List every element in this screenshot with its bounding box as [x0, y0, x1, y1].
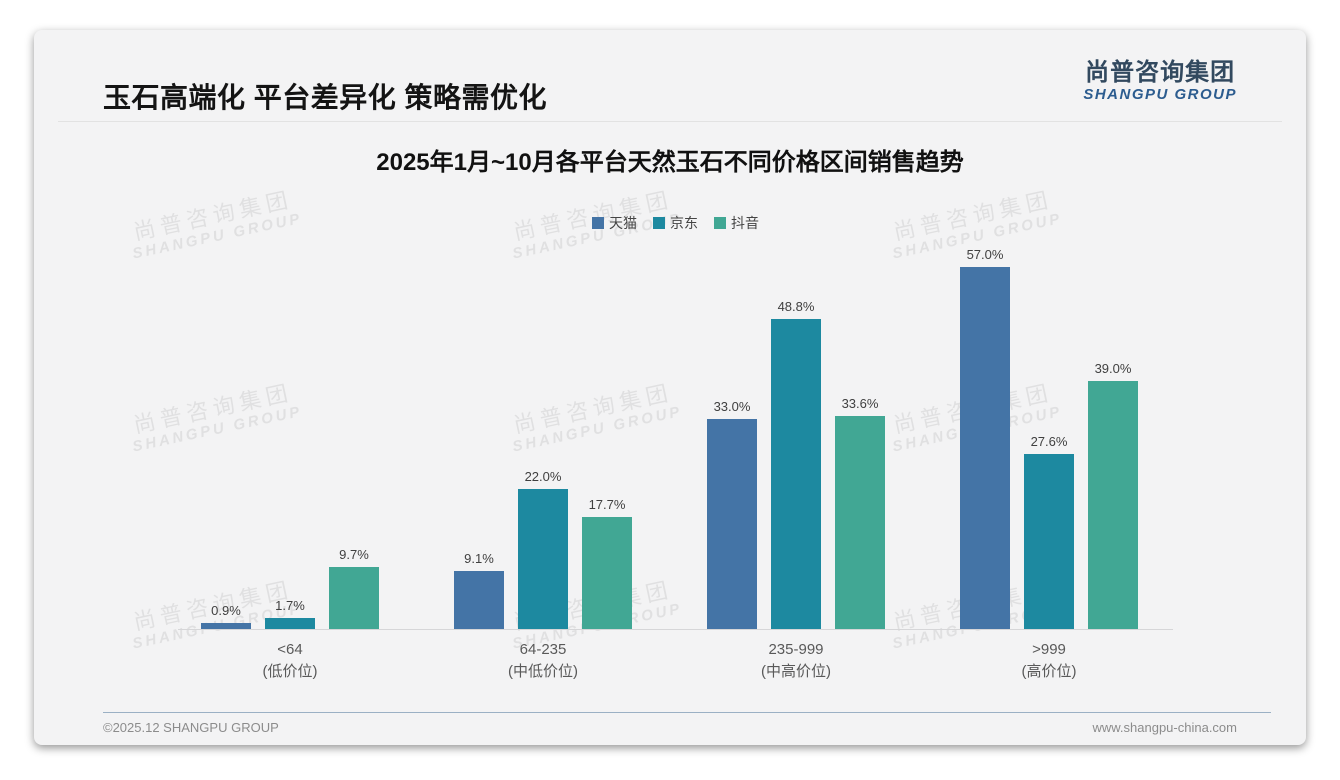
bar-value-label: 33.6%	[841, 396, 879, 411]
bar-group-0: 0.9% 1.7% 9.7%	[201, 229, 379, 629]
chart-bar-抖音-3	[1088, 381, 1138, 629]
x-axis-label-3: >999 (高价位)	[1021, 641, 1077, 680]
legend-label: 天猫	[609, 215, 637, 231]
bar-value-label: 57.0%	[966, 247, 1004, 262]
legend-swatch-icon	[714, 217, 726, 229]
logo-cn-text: 尚普咨询集团	[1085, 59, 1236, 86]
company-logo: 尚普咨询集团 SHANGPU GROUP	[1083, 60, 1237, 104]
bar-value-label: 48.8%	[777, 299, 815, 314]
bar-cell: 57.0%	[960, 247, 1010, 629]
legend-item-0: 天猫	[592, 213, 637, 233]
bar-value-label: 0.9%	[211, 603, 241, 618]
chart-bar-京东-0	[265, 618, 315, 629]
bar-cell: 17.7%	[582, 497, 632, 629]
logo-en-text: SHANGPU GROUP	[1083, 86, 1237, 103]
bar-value-label: 17.7%	[588, 497, 626, 512]
page-title: 玉石高端化 平台差异化 策略需优化	[103, 82, 548, 113]
bar-cell: 33.0%	[707, 399, 757, 629]
slide: 玉石高端化 平台差异化 策略需优化 尚普咨询集团 SHANGPU GROUP 2…	[34, 30, 1306, 745]
chart-legend: 天猫 京东 抖音	[178, 213, 1173, 233]
legend-label: 京东	[670, 215, 698, 231]
bar-group-3: 57.0% 27.6% 39.0%	[960, 229, 1138, 629]
footer-copyright: ©2025.12 SHANGPU GROUP	[103, 720, 279, 735]
bar-cell: 1.7%	[265, 598, 315, 629]
bar-value-label: 9.7%	[339, 547, 369, 562]
legend-swatch-icon	[653, 217, 665, 229]
bar-value-label: 27.6%	[1030, 434, 1068, 449]
chart-title: 2025年1月~10月各平台天然玉石不同价格区间销售趋势	[376, 149, 964, 176]
bar-cell: 48.8%	[771, 299, 821, 629]
bar-cell: 9.7%	[329, 547, 379, 629]
legend-swatch-icon	[592, 217, 604, 229]
bar-group-2: 33.0% 48.8% 33.6%	[707, 229, 885, 629]
chart-bar-抖音-2	[835, 416, 885, 629]
x-axis-label-0: <64 (低价位)	[262, 641, 318, 680]
bar-value-label: 1.7%	[275, 598, 305, 613]
chart-area: 0.9% 1.7% 9.7% <64 (低价位) 9.1% 22.0% 17.7% 64-235…	[178, 229, 1173, 680]
chart-bar-天猫-2	[707, 419, 757, 629]
title-divider	[58, 121, 1282, 122]
chart-bar-京东-2	[771, 319, 821, 629]
bar-value-label: 33.0%	[713, 399, 751, 414]
bar-value-label: 39.0%	[1094, 361, 1132, 376]
bar-cell: 9.1%	[454, 551, 504, 629]
bar-cell: 39.0%	[1088, 361, 1138, 629]
chart-bar-京东-1	[518, 489, 568, 629]
chart-bar-天猫-3	[960, 267, 1010, 629]
footer-website: www.shangpu-china.com	[1092, 720, 1237, 735]
legend-item-1: 京东	[653, 213, 698, 233]
bar-group-1: 9.1% 22.0% 17.7%	[454, 229, 632, 629]
chart-bar-京东-3	[1024, 454, 1074, 629]
footer-divider	[103, 712, 1271, 713]
bar-cell: 22.0%	[518, 469, 568, 629]
bar-cell: 0.9%	[201, 603, 251, 629]
bar-cell: 27.6%	[1024, 434, 1074, 629]
chart-bar-天猫-1	[454, 571, 504, 629]
x-axis-label-2: 235-999 (中高价位)	[761, 641, 831, 680]
x-axis-label-1: 64-235 (中低价位)	[508, 641, 578, 680]
legend-item-2: 抖音	[714, 213, 759, 233]
legend-label: 抖音	[731, 215, 759, 231]
bar-value-label: 9.1%	[464, 551, 494, 566]
bar-value-label: 22.0%	[524, 469, 562, 484]
chart-bar-抖音-0	[329, 567, 379, 629]
chart-bar-抖音-1	[582, 517, 632, 629]
chart-bar-天猫-0	[201, 623, 251, 629]
bar-cell: 33.6%	[835, 396, 885, 629]
